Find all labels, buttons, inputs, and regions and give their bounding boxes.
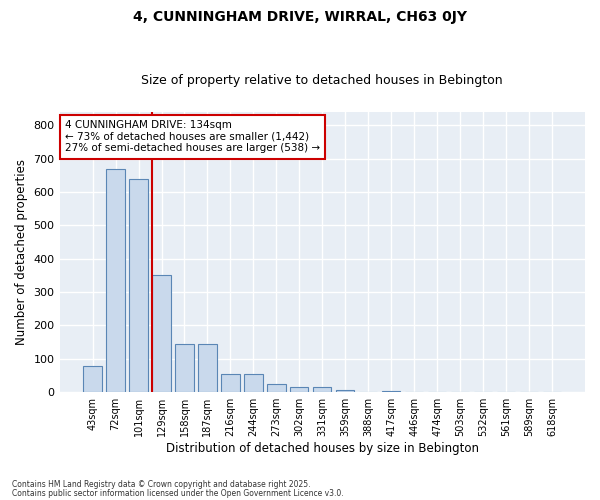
Bar (382, 390, 400, 392)
Text: Contains HM Land Registry data © Crown copyright and database right 2025.: Contains HM Land Registry data © Crown c… (12, 480, 311, 489)
Bar (221, 374, 239, 392)
Bar (83, 366, 102, 392)
Bar (244, 374, 263, 392)
Bar (336, 390, 355, 392)
Bar (130, 178, 148, 392)
Bar (152, 276, 170, 392)
Bar (175, 344, 194, 392)
Bar (267, 384, 286, 392)
Title: Size of property relative to detached houses in Bebington: Size of property relative to detached ho… (142, 74, 503, 87)
Bar (313, 387, 331, 392)
Bar (198, 344, 217, 392)
Text: Contains public sector information licensed under the Open Government Licence v3: Contains public sector information licen… (12, 488, 344, 498)
X-axis label: Distribution of detached houses by size in Bebington: Distribution of detached houses by size … (166, 442, 479, 455)
Bar (290, 387, 308, 392)
Text: 4 CUNNINGHAM DRIVE: 134sqm
← 73% of detached houses are smaller (1,442)
27% of s: 4 CUNNINGHAM DRIVE: 134sqm ← 73% of deta… (65, 120, 320, 154)
Bar (106, 168, 125, 392)
Text: 4, CUNNINGHAM DRIVE, WIRRAL, CH63 0JY: 4, CUNNINGHAM DRIVE, WIRRAL, CH63 0JY (133, 10, 467, 24)
Y-axis label: Number of detached properties: Number of detached properties (15, 159, 28, 345)
